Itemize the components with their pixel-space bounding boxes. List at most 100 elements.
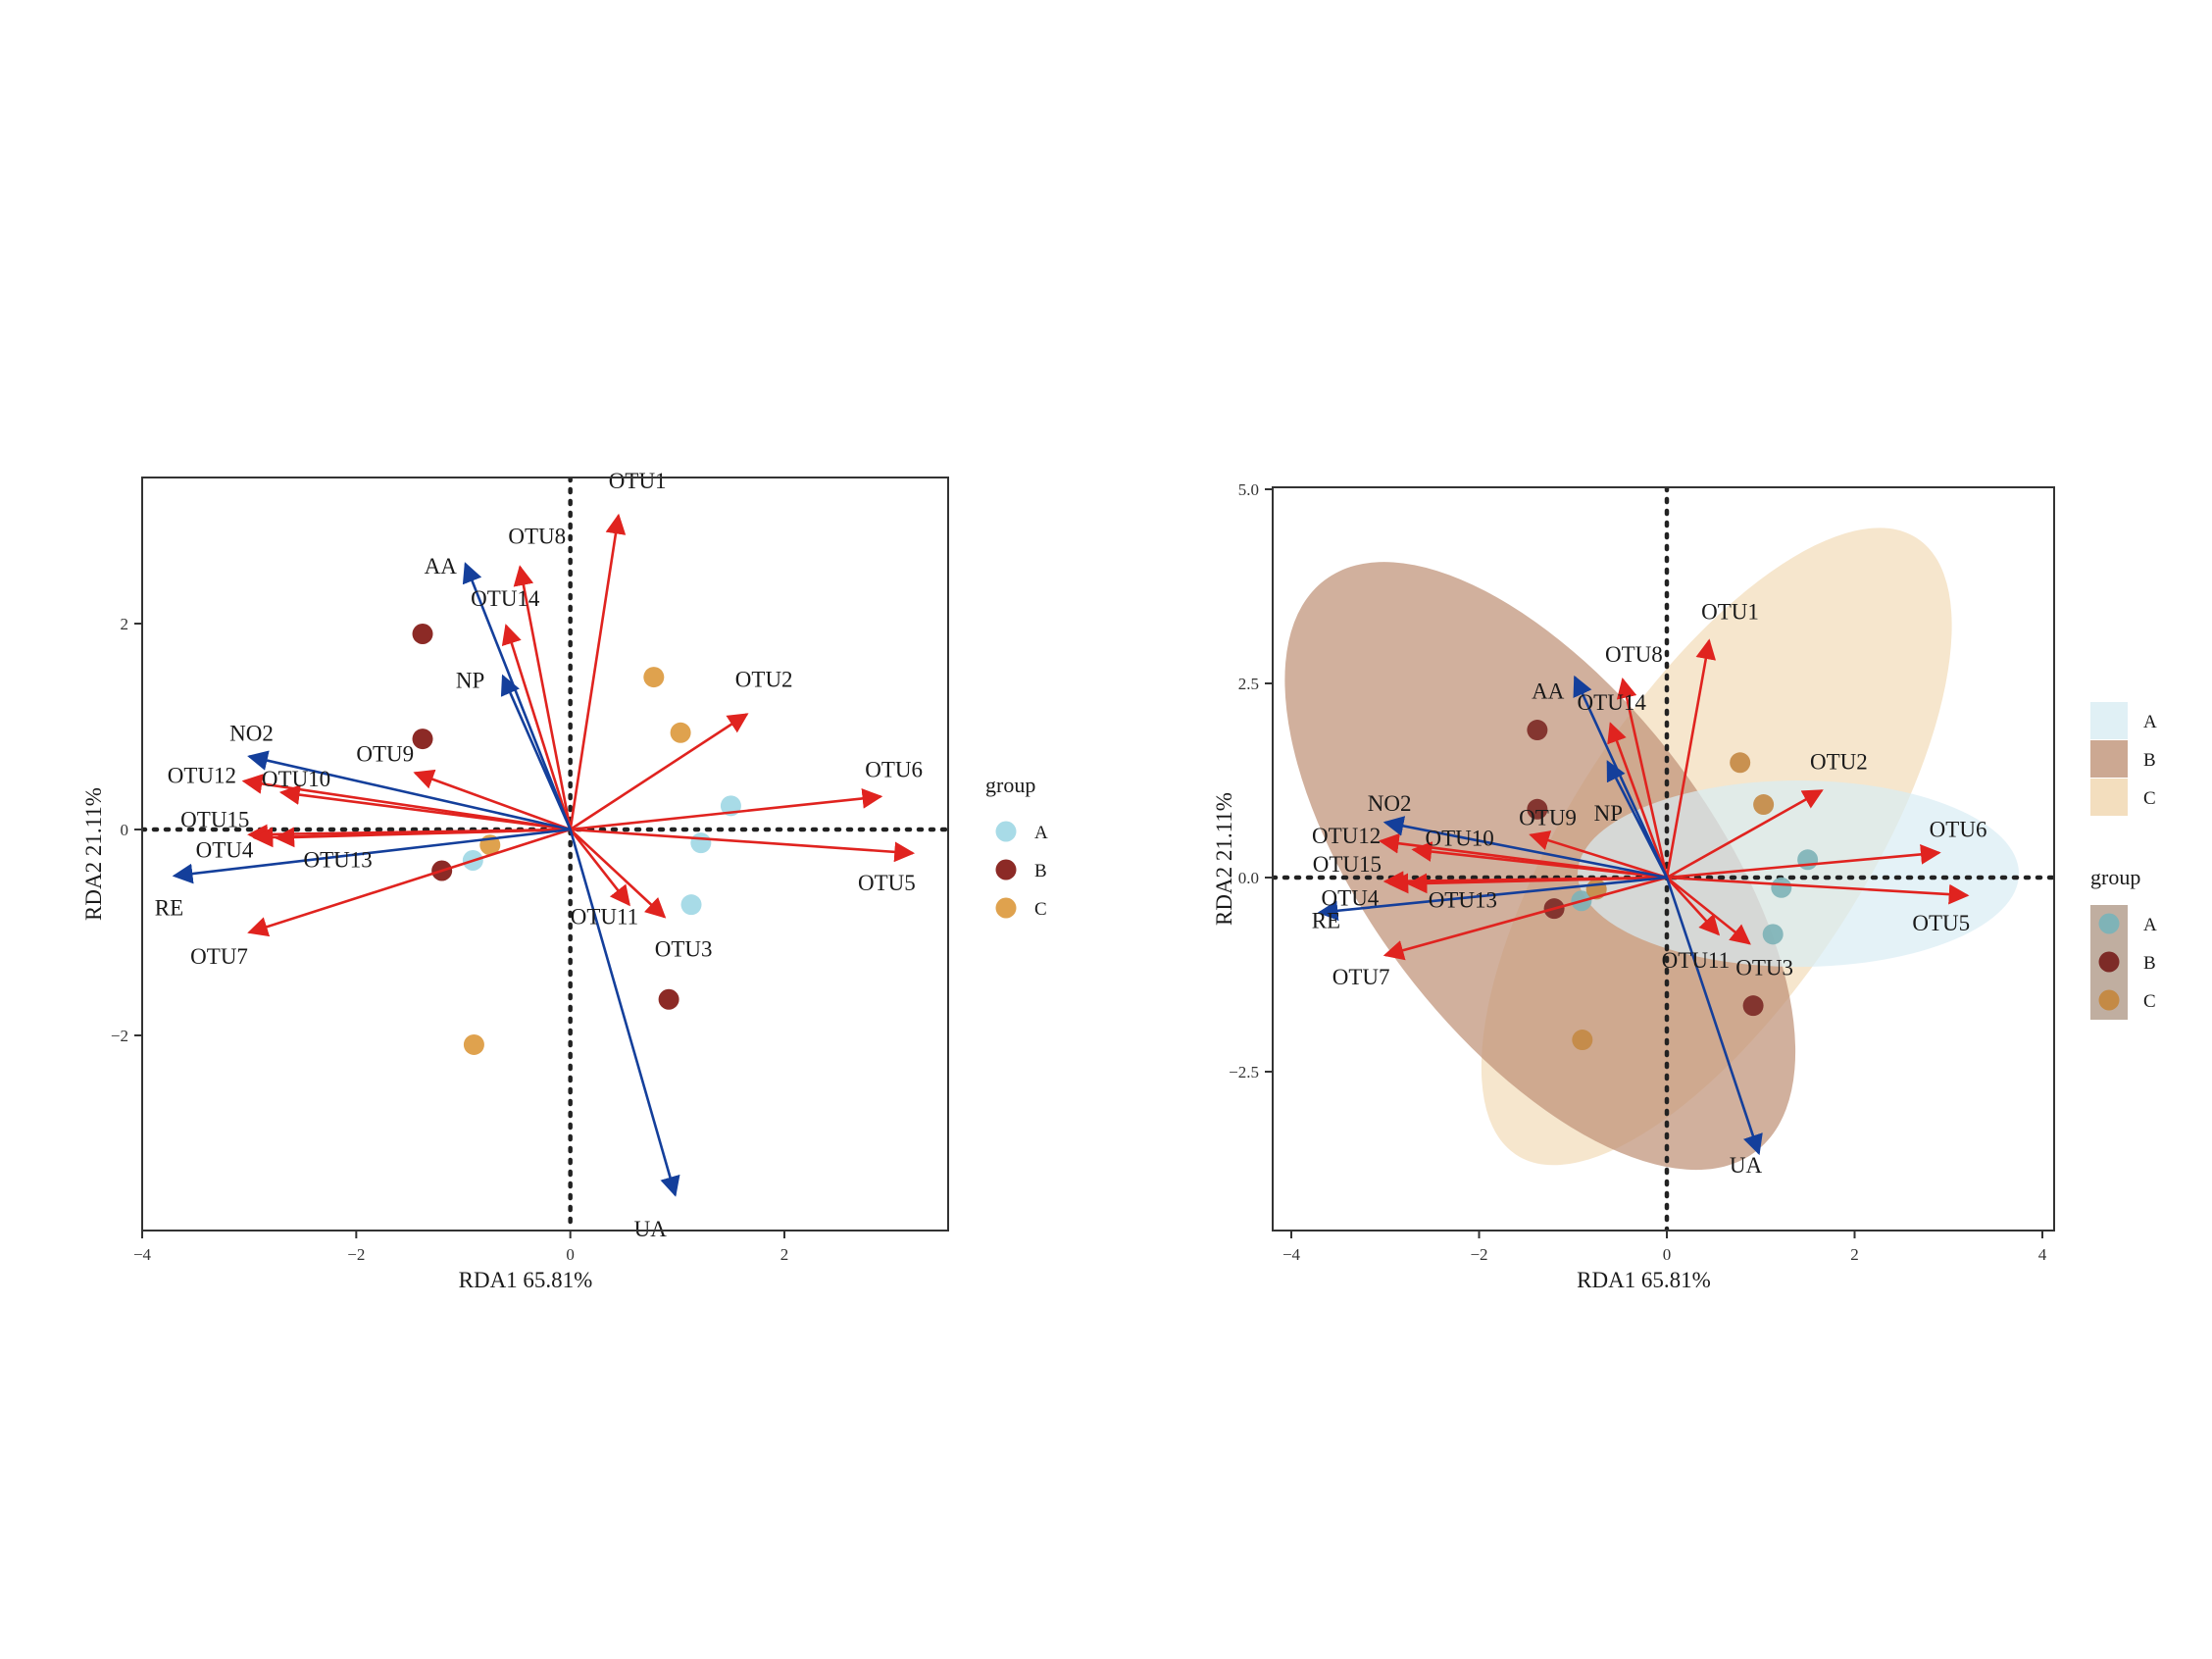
vector-label-no2: NO2 xyxy=(229,721,274,745)
vector-arrow-np xyxy=(500,674,572,830)
x-tick-label: −2 xyxy=(1470,1245,1487,1264)
data-point-a xyxy=(1771,877,1792,898)
legend-label-a: A xyxy=(2143,915,2157,935)
vector-arrow-otu3 xyxy=(1666,876,1751,945)
vector-label-np: NP xyxy=(456,669,484,693)
legend-label-b: B xyxy=(1034,861,1047,881)
vector-arrow-otu2 xyxy=(1666,789,1824,880)
vector-label-otu12: OTU12 xyxy=(1312,824,1381,848)
x-tick-label: 2 xyxy=(1850,1245,1859,1264)
vector-label-otu14: OTU14 xyxy=(471,586,540,611)
y-tick-label: −2.5 xyxy=(1229,1063,1259,1081)
vector-arrow-ua xyxy=(1665,877,1763,1156)
x-tick-label: 2 xyxy=(780,1245,789,1264)
vector-arrow-otu1 xyxy=(569,513,627,830)
group-legend: group ABC xyxy=(985,773,1048,920)
vector-arrow-otu1 xyxy=(1665,638,1717,879)
fill-legend-label-c: C xyxy=(2143,788,2156,809)
plot-area xyxy=(1273,487,2054,1231)
vector-arrow-otu12 xyxy=(1378,832,1668,880)
data-point-b xyxy=(412,729,433,750)
vector-label-ua: UA xyxy=(634,1217,668,1241)
vector-arrow-otu3 xyxy=(569,829,667,919)
legend-label-a: A xyxy=(1034,823,1048,843)
y-tick-label: 2 xyxy=(121,615,129,633)
y-tick-label: 5.0 xyxy=(1238,480,1259,499)
plot-frame xyxy=(1272,486,2055,1232)
data-point-c xyxy=(463,1033,484,1055)
vector-label-no2: NO2 xyxy=(1368,791,1412,816)
legend-key-c xyxy=(995,897,1017,919)
legend-key-b xyxy=(995,859,1017,880)
vector-arrow-otu14 xyxy=(1607,722,1669,879)
group-legend: group ABC xyxy=(2090,865,2157,1020)
vector-label-aa: AA xyxy=(425,554,458,578)
rda-biplot-left: OTU1 OTU8 OTU14 OTU2 OTU6 OTU5 OTU9 OTU10 OTU12 O… xyxy=(81,469,1048,1292)
vector-label-re: RE xyxy=(1312,909,1340,933)
vector-label-otu13: OTU13 xyxy=(303,847,372,872)
x-tick-label: −4 xyxy=(1282,1245,1301,1264)
vector-label-np: NP xyxy=(1594,801,1623,826)
vector-arrow-otu14 xyxy=(501,624,572,830)
x-tick-label: 0 xyxy=(566,1245,575,1264)
vector-label-otu6: OTU6 xyxy=(865,757,923,781)
data-point-a xyxy=(680,894,702,916)
vector-label-otu2: OTU2 xyxy=(1810,749,1868,774)
vector-label-otu10: OTU10 xyxy=(262,767,330,791)
vector-label-otu6: OTU6 xyxy=(1930,818,1987,842)
vector-arrow-otu7 xyxy=(247,828,572,937)
vector-label-otu1: OTU1 xyxy=(1701,599,1759,624)
y-tick-label: 0.0 xyxy=(1238,869,1259,887)
plot-area xyxy=(142,478,948,1231)
data-point-a xyxy=(1797,849,1819,871)
vector-label-otu2: OTU2 xyxy=(735,667,793,691)
x-axis-title: RDA1 65.81% xyxy=(1577,1268,1711,1292)
legend-label-c: C xyxy=(2143,991,2156,1012)
legend-label-b: B xyxy=(2143,953,2156,974)
legend-title: group xyxy=(985,773,1035,797)
vector-arrow-no2 xyxy=(1382,816,1668,880)
data-point-c xyxy=(643,667,665,688)
data-point-b xyxy=(412,624,433,644)
legend-key-c xyxy=(2098,989,2120,1011)
vector-label-otu1: OTU1 xyxy=(609,469,667,493)
vector-label-otu8: OTU8 xyxy=(508,524,566,548)
vector-label-otu3: OTU3 xyxy=(655,936,713,961)
vector-arrow-otu11 xyxy=(569,829,630,907)
vector-label-otu13: OTU13 xyxy=(1429,887,1497,912)
data-point-c xyxy=(1572,1030,1593,1051)
vector-label-otu14: OTU14 xyxy=(1578,690,1647,715)
fill-legend-key-c xyxy=(2090,779,2128,816)
data-point-a xyxy=(690,832,712,854)
confidence-ellipse-a xyxy=(1578,780,2020,968)
vector-label-otu7: OTU7 xyxy=(190,944,248,969)
vector-label-aa: AA xyxy=(1532,679,1565,704)
vector-label-otu4: OTU4 xyxy=(1322,885,1380,910)
x-axis-title: RDA1 65.81% xyxy=(459,1268,593,1292)
plot-frame xyxy=(141,477,949,1232)
vector-label-otu9: OTU9 xyxy=(1519,805,1577,830)
fill-legend-label-a: A xyxy=(2143,712,2157,732)
vector-label-otu7: OTU7 xyxy=(1332,965,1390,989)
vector-label-otu10: OTU10 xyxy=(1425,826,1493,850)
fill-legend-key-b xyxy=(2090,740,2128,778)
vector-arrow-otu13 xyxy=(1406,873,1668,894)
x-tick-label: −2 xyxy=(347,1245,365,1264)
vector-arrow-re xyxy=(1317,876,1668,922)
data-point-c xyxy=(1753,794,1775,816)
data-point-b xyxy=(1527,720,1548,741)
vector-label-otu3: OTU3 xyxy=(1735,955,1793,980)
fill-legend-label-b: B xyxy=(2143,750,2156,771)
vector-label-otu15: OTU15 xyxy=(1313,852,1382,877)
data-point-b xyxy=(1742,995,1764,1017)
vector-label-otu15: OTU15 xyxy=(180,807,249,831)
rda-biplot-right: OTU1 OTU8 OTU14 OTU2 OTU6 OTU5 OTU9 OTU10 OTU12 O… xyxy=(1212,480,2157,1292)
vector-arrow-no2 xyxy=(247,750,571,831)
data-point-c xyxy=(670,722,691,743)
vector-arrow-otu5 xyxy=(1666,876,1970,905)
legend-key-b xyxy=(2098,951,2120,973)
legend-label-c: C xyxy=(1034,899,1047,920)
vector-label-otu11: OTU11 xyxy=(571,905,638,930)
vector-arrow-otu11 xyxy=(1666,877,1721,936)
